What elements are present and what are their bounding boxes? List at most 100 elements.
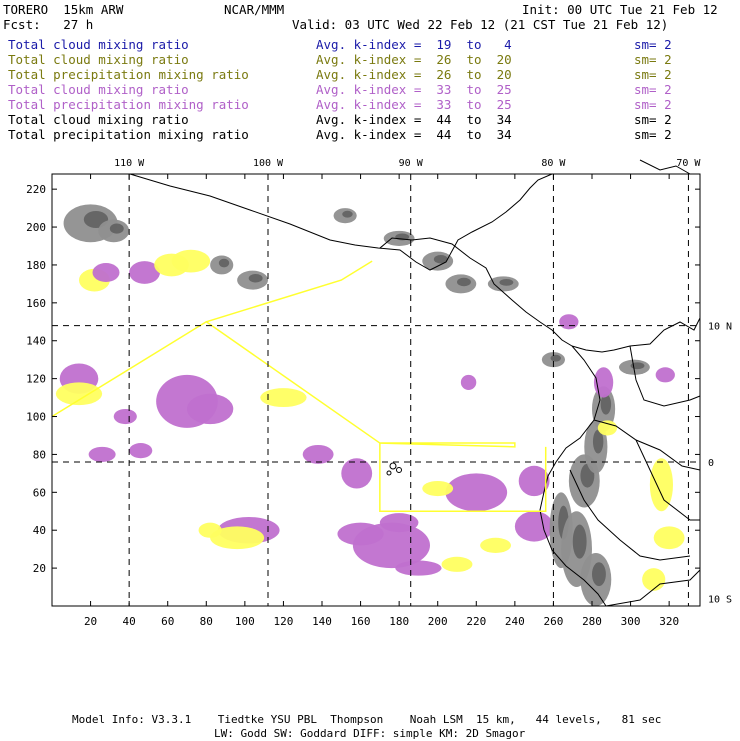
legend-field: Total precipitation mixing ratio — [8, 67, 249, 82]
cloud-core — [572, 524, 587, 559]
cloud-patch-violet — [514, 511, 554, 542]
longitude-label: 100 W — [253, 158, 284, 169]
y-tick-label: 220 — [26, 183, 46, 196]
coastline-6 — [629, 345, 701, 407]
cloud-patch-violet — [302, 444, 334, 464]
cloud-core — [109, 223, 124, 234]
legend-kindex: Avg. k-index = 26 to 20 — [316, 67, 512, 82]
cloud-patch-yellow — [480, 537, 512, 553]
cloud-patch-violet — [88, 446, 116, 462]
longitude-label: 70 W — [676, 158, 701, 169]
x-tick-label: 60 — [161, 615, 174, 628]
cloud-patch-violet — [445, 473, 508, 512]
latitude-label: 10 S — [708, 594, 732, 605]
coastline-8 — [639, 159, 691, 175]
x-tick-label: 300 — [621, 615, 641, 628]
cloud-core — [499, 278, 514, 286]
y-tick-label: 60 — [33, 486, 46, 499]
y-tick-label: 80 — [33, 448, 46, 461]
x-tick-label: 80 — [200, 615, 213, 628]
island — [386, 470, 392, 476]
boundary-box — [51, 260, 547, 513]
coastline-4 — [593, 419, 701, 471]
y-tick-label: 140 — [26, 335, 46, 348]
x-tick-label: 240 — [505, 615, 525, 628]
cloud-core — [248, 273, 263, 283]
cloud-patch-violet — [593, 367, 614, 398]
legend-sm: sm= 2 — [634, 82, 672, 97]
island — [389, 462, 397, 470]
legend-sm: sm= 2 — [634, 52, 672, 67]
legend-sm: sm= 2 — [634, 67, 672, 82]
legend-kindex: Avg. k-index = 44 to 34 — [316, 112, 512, 127]
cloud-patch-violet — [129, 261, 160, 284]
y-tick-label: 160 — [26, 297, 46, 310]
cloud-patch-violet — [113, 408, 137, 425]
cloud-patch-violet — [460, 374, 477, 390]
boundary-line — [51, 320, 547, 513]
legend-field: Total cloud mixing ratio — [8, 37, 189, 52]
cloud-patch-yellow — [422, 480, 454, 497]
cloud-patch-yellow — [171, 249, 211, 273]
coastline-0 — [129, 173, 553, 271]
model-title: TORERO 15km ARW — [3, 2, 124, 17]
cloud-patch-violet — [187, 393, 234, 425]
x-tick-label: 180 — [389, 615, 409, 628]
coastline-1 — [379, 237, 573, 347]
cloud-patch-violet — [379, 513, 419, 533]
cloud-core — [342, 210, 353, 218]
x-tick-label: 160 — [351, 615, 371, 628]
x-tick-label: 200 — [428, 615, 448, 628]
y-tick-label: 100 — [26, 411, 46, 424]
cloud-core — [592, 429, 604, 454]
x-tick-label: 20 — [84, 615, 97, 628]
cloud-patch-violet — [129, 443, 153, 459]
legend-kindex: Avg. k-index = 33 to 25 — [316, 97, 512, 112]
legend-kindex: Avg. k-index = 19 to 4 — [316, 37, 512, 52]
cloud-patch-yellow — [55, 382, 103, 406]
longitude-label: 110 W — [114, 158, 145, 169]
cloud-patch-yellow — [642, 568, 666, 591]
legend-sm: sm= 2 — [634, 112, 672, 127]
x-tick-label: 280 — [582, 615, 602, 628]
x-tick-label: 40 — [123, 615, 136, 628]
y-tick-label: 120 — [26, 373, 46, 386]
y-tick-label: 200 — [26, 221, 46, 234]
init-time: Init: 00 UTC Tue 21 Feb 12 — [522, 2, 718, 17]
legend-kindex: Avg. k-index = 33 to 25 — [316, 82, 512, 97]
cloud-layer — [55, 204, 685, 606]
legend-field: Total cloud mixing ratio — [8, 52, 189, 67]
cloud-patch-violet — [559, 314, 579, 330]
coastline-9 — [569, 469, 691, 561]
cloud-core — [600, 394, 612, 415]
cloud-core — [433, 255, 448, 264]
forecast-hour: Fcst: 27 h — [3, 17, 94, 32]
x-tick-label: 100 — [235, 615, 255, 628]
physics-info: LW: Godd SW: Goddard DIFF: simple KM: 2D… — [214, 727, 526, 740]
cloud-patch-yellow — [210, 526, 265, 550]
legend-field: Total precipitation mixing ratio — [8, 97, 249, 112]
cloud-patch-violet — [655, 367, 675, 383]
legend-field: Total precipitation mixing ratio — [8, 127, 249, 142]
boundary-line-north — [206, 260, 373, 323]
cloud-patch-yellow — [441, 556, 473, 572]
y-tick-label: 20 — [33, 562, 46, 575]
island — [396, 467, 402, 473]
axes: 20 40 60 80 100 120 140 160 180 200 220 240 260 280 30… — [26, 158, 732, 628]
legend-field: Total cloud mixing ratio — [8, 112, 189, 127]
y-tick-label: 180 — [26, 259, 46, 272]
cloud-core — [592, 562, 606, 587]
plot-frame — [51, 173, 701, 607]
cloud-patch-yellow — [260, 388, 307, 408]
cloud-patch-violet — [341, 458, 373, 489]
coastline-7 — [635, 439, 700, 521]
coastline-2 — [571, 317, 701, 353]
coastlines — [129, 159, 701, 607]
longitude-label: 90 W — [399, 158, 424, 169]
coastline-3 — [539, 345, 607, 607]
cloud-patch-yellow — [198, 522, 222, 538]
lat-lon-grid — [52, 174, 700, 606]
organization: NCAR/MMM — [224, 2, 285, 17]
legend-kindex: Avg. k-index = 44 to 34 — [316, 127, 512, 142]
